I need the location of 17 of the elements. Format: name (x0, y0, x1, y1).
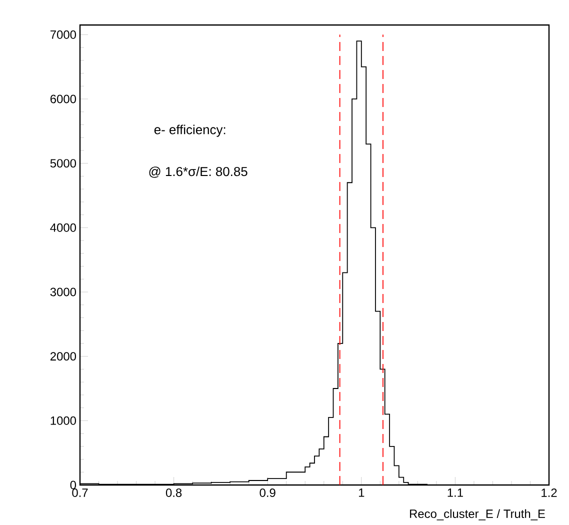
annotation: e- efficiency: (154, 124, 226, 137)
y-tick-label: 2000 (50, 352, 76, 361)
x-tick-label: 0.8 (166, 488, 182, 497)
y-tick-label: 0 (70, 480, 76, 490)
x-tick-label: 0.7 (72, 488, 88, 497)
y-tick-label: 5000 (50, 159, 76, 168)
x-tick-label: 1.1 (448, 488, 463, 497)
x-axis-title: Reco_cluster_E / Truth_E (410, 509, 545, 520)
annotation: @ 1.6*σ/E: 80.85 (149, 166, 248, 178)
x-tick-label: 0.9 (260, 488, 276, 497)
x-tick-label: 1 (358, 488, 364, 497)
y-tick-label: 3000 (50, 288, 76, 296)
y-tick-label: 6000 (50, 94, 76, 104)
y-tick-label: 7000 (50, 30, 76, 39)
y-tick-label: 1000 (50, 416, 76, 425)
y-tick-label: 4000 (50, 223, 76, 232)
x-tick-label: 1.2 (542, 488, 557, 497)
